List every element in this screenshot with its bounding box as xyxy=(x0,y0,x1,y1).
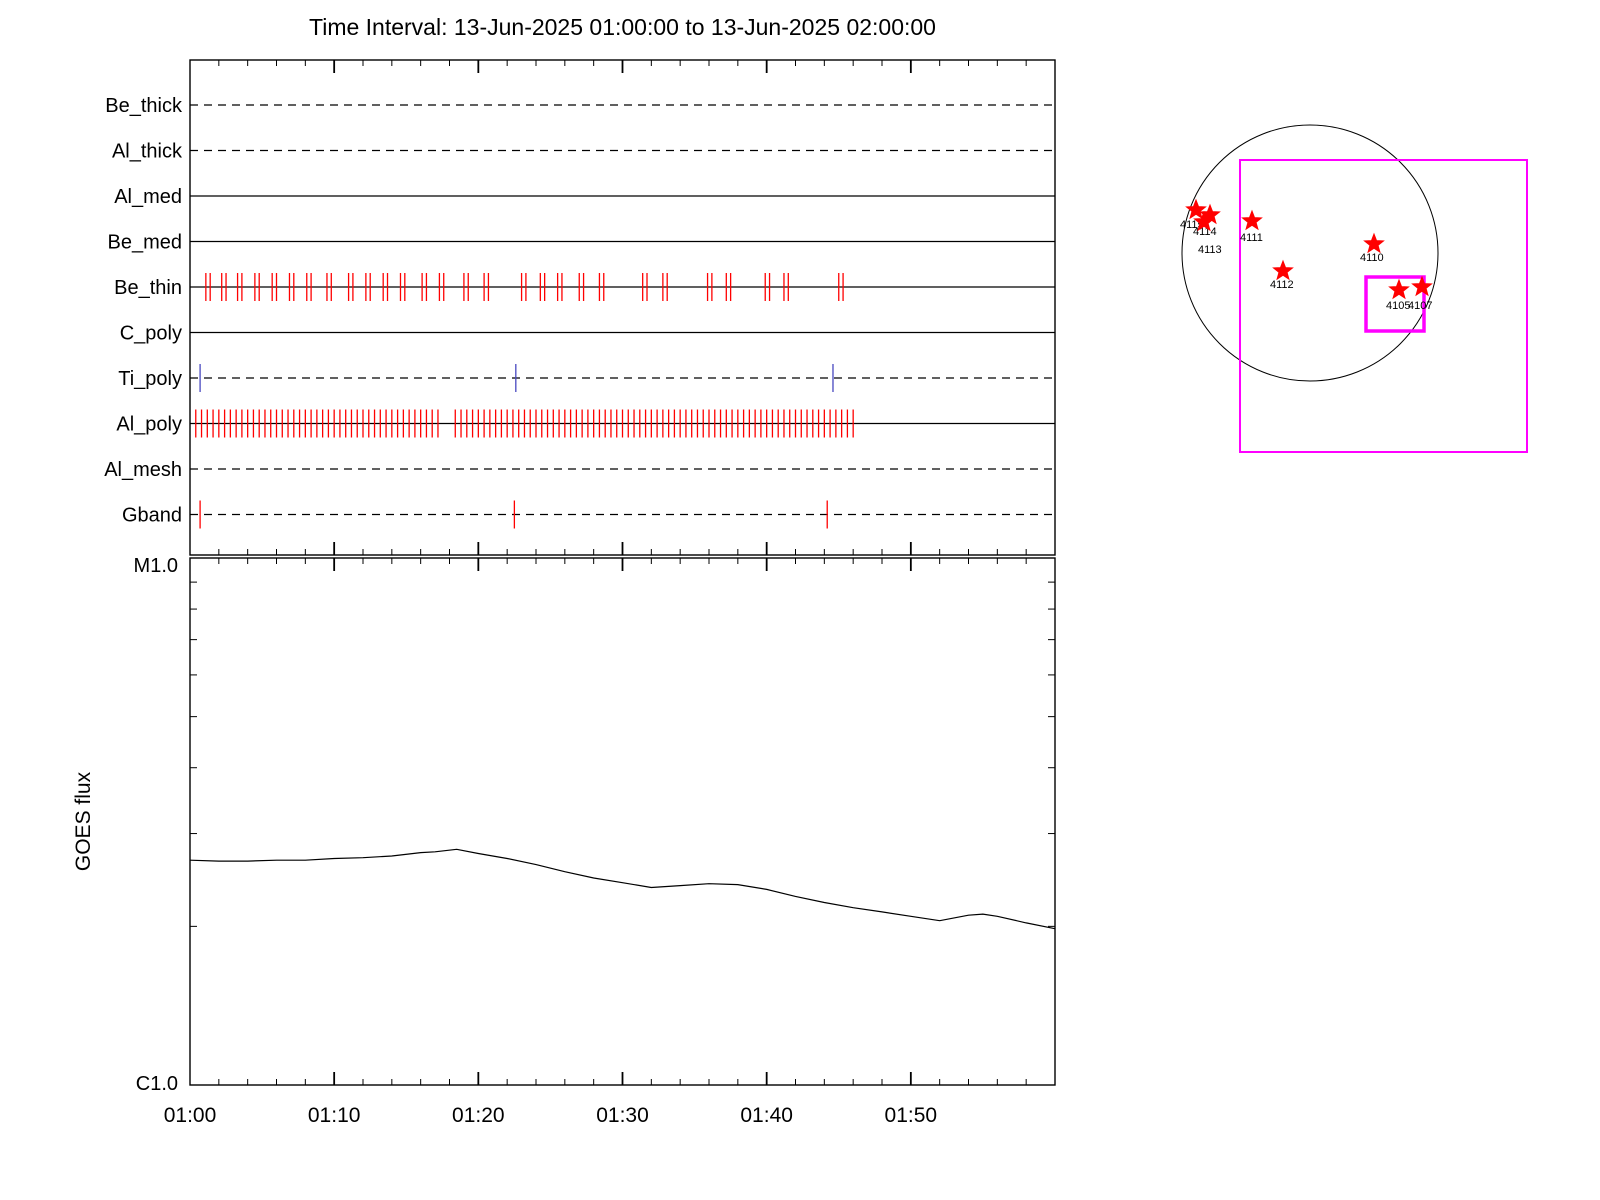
time-tick-label: 01:50 xyxy=(885,1104,938,1127)
filter-row-label: Be_med xyxy=(108,232,183,254)
y-tick-label-top: M1.0 xyxy=(134,555,178,577)
time-tick-label: 01:30 xyxy=(596,1104,649,1127)
active-region-star xyxy=(1193,210,1215,232)
filter-row-label: Al_mesh xyxy=(104,459,182,481)
filter-row-label: Ti_poly xyxy=(118,368,182,390)
active-region-star xyxy=(1272,259,1294,281)
goes-panel-border xyxy=(189,557,1056,1086)
filter-row-label: Be_thick xyxy=(105,95,183,117)
solar-disk xyxy=(1181,124,1439,382)
active-region-label: 4110 xyxy=(1360,252,1384,264)
filter-row-label: Al_thick xyxy=(112,141,183,163)
filter-row-label: C_poly xyxy=(120,323,182,345)
plot-title: Time Interval: 13-Jun-2025 01:00:00 to 1… xyxy=(309,14,936,40)
active-region-label: 4114 xyxy=(1193,226,1217,238)
fov-rect xyxy=(1239,159,1528,453)
active-region-star xyxy=(1241,209,1263,231)
target-rect xyxy=(1364,275,1426,333)
time-tick-label: 01:10 xyxy=(308,1104,361,1127)
filter-row-label: Al_med xyxy=(114,186,182,208)
goes-ylabel: GOES flux xyxy=(72,771,95,871)
filter-row-label: Gband xyxy=(122,505,182,527)
filter-row-label: Al_poly xyxy=(116,414,182,436)
active-region-label: 4113 xyxy=(1198,244,1222,256)
active-region-star xyxy=(1388,278,1410,300)
time-tick-label: 01:20 xyxy=(452,1104,505,1127)
y-tick-label-bottom: C1.0 xyxy=(136,1073,178,1095)
active-region-star xyxy=(1185,198,1207,220)
active-region-star xyxy=(1411,275,1433,297)
active-region-label: 4112 xyxy=(1270,279,1294,291)
time-tick-label: 01:00 xyxy=(164,1104,217,1127)
active-region-label: 4105 xyxy=(1386,300,1410,312)
active-region-label: 4111 xyxy=(1240,232,1263,244)
filter-panel-border xyxy=(189,59,1056,556)
active-region-star xyxy=(1363,232,1385,254)
active-region-label: 4107 xyxy=(1408,300,1432,312)
filter-row-label: Be_thin xyxy=(114,277,182,299)
goes-flux-curve xyxy=(189,848,1056,930)
time-tick-label: 01:40 xyxy=(740,1104,793,1127)
